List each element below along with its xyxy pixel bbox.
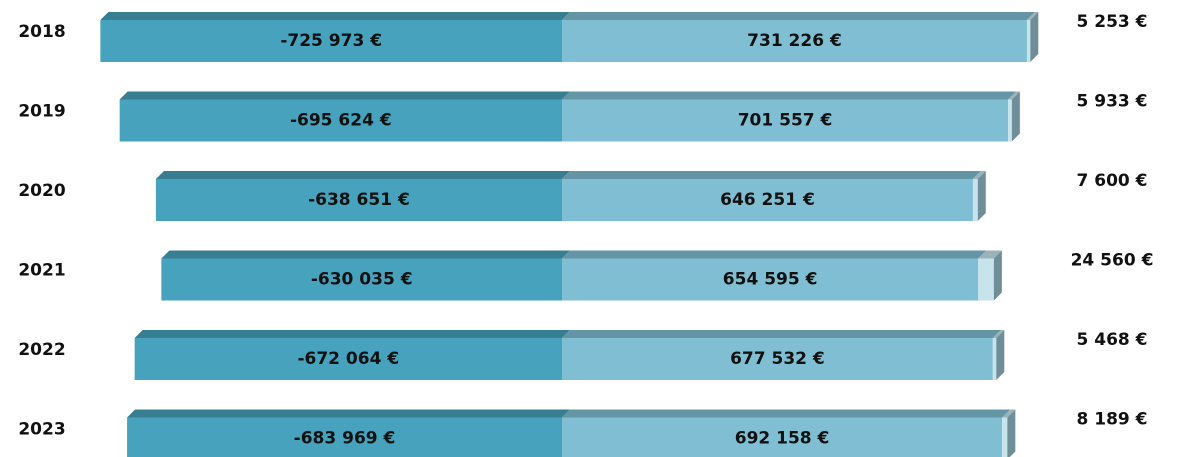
category-label: 2018 [18, 22, 65, 42]
bar [119, 99, 563, 142]
bar-end [1030, 12, 1039, 62]
bar-top [155, 171, 571, 179]
value-label: -683 969 € [294, 429, 396, 449]
bar-top [562, 171, 981, 179]
category-label: 2021 [18, 261, 65, 281]
bar-top [978, 250, 1002, 259]
category-label: 2023 [18, 420, 65, 440]
bar-top [562, 330, 1001, 338]
value-label: -695 624 € [290, 111, 392, 131]
bar-top [562, 12, 1035, 20]
value-label: 701 557 € [738, 111, 833, 131]
net-label: 5 468 € [1077, 330, 1148, 350]
bar [134, 338, 562, 380]
value-label: 692 158 € [735, 429, 830, 449]
bar [1026, 20, 1031, 62]
bar-top [1008, 91, 1020, 100]
net-label: 24 560 € [1071, 251, 1154, 271]
value-label: -638 651 € [308, 190, 410, 210]
bar-top [127, 409, 570, 418]
bar [127, 417, 562, 457]
bar-top [972, 171, 986, 179]
bar [562, 338, 993, 380]
bar-top [992, 330, 1005, 338]
bar [972, 179, 978, 221]
value-label: 646 251 € [720, 190, 815, 210]
category-label: 2019 [18, 102, 65, 122]
value-label: 677 532 € [730, 349, 825, 369]
bar [562, 417, 1003, 457]
category-label: 2020 [18, 181, 65, 201]
bar-top [562, 91, 1017, 100]
bar [1008, 99, 1012, 142]
bar-top [1026, 12, 1039, 20]
bar-end [977, 171, 986, 221]
bar-top [100, 12, 571, 20]
bar [1002, 417, 1008, 457]
value-label: -630 035 € [311, 270, 413, 290]
value-label: -672 064 € [297, 349, 399, 369]
net-label: 5 253 € [1077, 12, 1148, 32]
net-label: 5 933 € [1077, 92, 1148, 112]
bar [992, 338, 997, 380]
value-label: 731 226 € [747, 31, 842, 51]
bar [562, 258, 979, 301]
bar-end [1007, 409, 1016, 457]
bar-top [134, 330, 570, 338]
bar-top [119, 91, 571, 100]
category-label: 2022 [18, 340, 65, 360]
value-label: -725 973 € [280, 31, 382, 51]
bar [562, 99, 1009, 142]
bar-top [562, 250, 987, 259]
net-label: 8 189 € [1077, 410, 1148, 430]
bar [562, 20, 1027, 62]
bar [155, 179, 563, 221]
bar-top [562, 409, 1011, 418]
bar [978, 258, 994, 301]
bar [562, 179, 973, 221]
bar-end [996, 330, 1005, 380]
bar-top [1002, 409, 1016, 418]
bar-end [993, 250, 1002, 301]
bar [161, 258, 562, 301]
value-label: 654 595 € [723, 270, 818, 290]
bar [100, 20, 563, 62]
bar-top [161, 250, 570, 259]
net-label: 7 600 € [1077, 171, 1148, 191]
bar-end [1011, 91, 1020, 142]
